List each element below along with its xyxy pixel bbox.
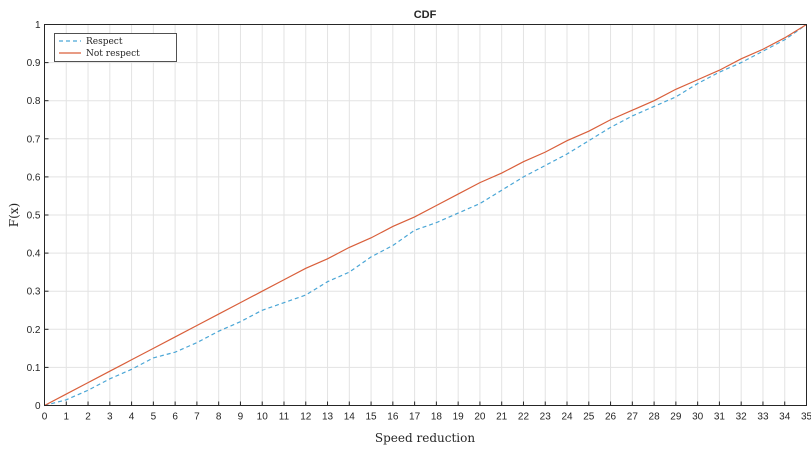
x-tick-label: 26 <box>605 412 617 423</box>
x-tick-label: 10 <box>257 412 269 423</box>
x-tick-label: 34 <box>779 412 791 423</box>
x-tick-label: 27 <box>627 412 639 423</box>
x-tick-label: 22 <box>518 412 530 423</box>
x-tick-label: 15 <box>366 412 378 423</box>
y-tick-label: 0.9 <box>27 58 41 69</box>
x-tick-label: 12 <box>300 412 312 423</box>
y-axis-label: F(x) <box>7 203 21 227</box>
x-tick-label: 33 <box>757 412 769 423</box>
y-tick-label: 0 <box>35 401 41 412</box>
plot-lines <box>44 23 807 407</box>
legend-box <box>54 33 177 62</box>
x-tick-label: 18 <box>431 412 443 423</box>
x-tick-label: 20 <box>474 412 486 423</box>
x-tick-label: 4 <box>129 412 135 423</box>
y-tick-label: 0.8 <box>27 96 41 107</box>
y-tick-label: 0.6 <box>27 172 41 183</box>
x-tick-label: 6 <box>172 412 178 423</box>
legend-label-not-respect: Not respect <box>86 49 140 59</box>
y-tick-label: 0.3 <box>27 287 41 298</box>
x-tick-label: 30 <box>692 412 704 423</box>
grid <box>44 24 807 406</box>
y-tick-label: 1 <box>35 20 41 31</box>
x-tick-label: 1 <box>63 412 69 423</box>
x-tick-label: 7 <box>194 412 200 423</box>
x-tick-label: 25 <box>583 412 595 423</box>
x-tick-label: 32 <box>736 412 748 423</box>
x-tick-label: 24 <box>561 412 573 423</box>
x-tick-label: 13 <box>322 412 334 423</box>
y-tick-label: 0.7 <box>27 134 41 145</box>
y-tick-label: 0.2 <box>27 325 41 336</box>
x-tick-label: 28 <box>649 412 661 423</box>
x-tick-label: 3 <box>107 412 113 423</box>
y-tick-label: 0.1 <box>27 363 41 374</box>
x-tick-label: 5 <box>151 412 157 423</box>
x-tick-label: 14 <box>344 412 356 423</box>
x-axis-label: Speed reduction <box>375 431 475 445</box>
series-line-not-respect <box>44 23 807 407</box>
x-tick-labels: 0 1 2 3 4 5 6 7 8 9 10 11 12 13 14 15 16 17 18 19 20 21 22 23 24… <box>42 412 811 423</box>
x-tick-label: 29 <box>670 412 682 423</box>
x-tick-label: 23 <box>540 412 552 423</box>
x-tick-label: 2 <box>85 412 91 423</box>
x-tick-label: 17 <box>409 412 421 423</box>
legend: Respect Not respect <box>54 33 177 62</box>
x-tick-label: 0 <box>42 412 48 423</box>
x-tick-label: 8 <box>216 412 222 423</box>
y-tick-label: 0.4 <box>27 249 41 260</box>
x-tick-label: 31 <box>714 412 726 423</box>
x-tick-label: 16 <box>387 412 399 423</box>
chart-title: CDF <box>414 9 437 21</box>
legend-label-respect: Respect <box>86 37 123 47</box>
y-tick-label: 0.5 <box>27 211 41 222</box>
x-tick-label: 35 <box>801 412 811 423</box>
x-tick-label: 9 <box>238 412 244 423</box>
x-tick-label: 19 <box>453 412 465 423</box>
x-tick-label: 21 <box>496 412 508 423</box>
plot-frame <box>44 24 807 406</box>
series-line-respect <box>44 24 807 407</box>
y-tick-labels: 0 0.1 0.2 0.3 0.4 0.5 0.6 0.7 0.8 0.9 1 <box>27 20 41 412</box>
x-tick-label: 11 <box>279 412 290 423</box>
